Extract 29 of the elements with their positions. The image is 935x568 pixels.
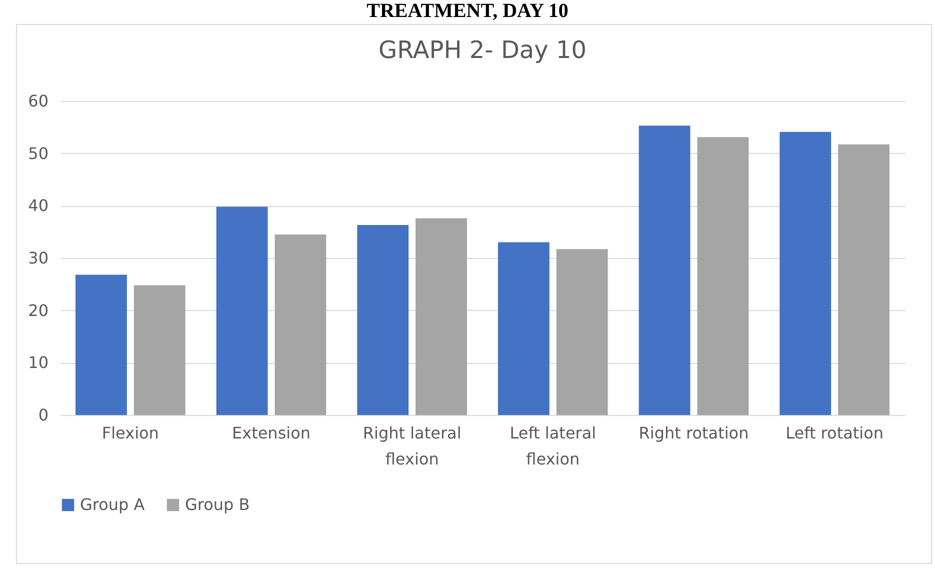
bar — [780, 132, 832, 415]
text: TREATMENT, DAY 10 — [366, 0, 570, 22]
bar — [274, 234, 326, 415]
y-tick-label: 60 — [28, 92, 48, 110]
x-tick-label: Right lateral flexion — [362, 424, 462, 468]
chart-title: GRAPH 2- Day 10 — [378, 36, 586, 64]
bar — [498, 242, 550, 415]
bar — [838, 144, 890, 415]
bar — [357, 225, 409, 415]
legend-label: Group B — [185, 495, 250, 514]
bar — [75, 274, 127, 415]
y-tick-label: 0 — [38, 406, 48, 424]
bar — [638, 126, 690, 415]
y-tick-label: 40 — [28, 196, 48, 216]
x-tick-label: Flexion — [102, 424, 159, 442]
legend-label: Group A — [80, 495, 145, 514]
bar — [556, 249, 608, 415]
y-tick-label: 50 — [28, 144, 48, 163]
y-tick-label: 30 — [28, 248, 48, 268]
y-tick-label: 10 — [28, 353, 48, 372]
bar — [134, 285, 186, 415]
x-tick-label: Extension — [232, 424, 311, 442]
x-tick-label: Left lateral flexion — [510, 424, 596, 468]
bar — [216, 206, 268, 415]
x-tick-label: Left rotation — [786, 424, 884, 442]
bar — [697, 137, 749, 415]
y-tick-label: 20 — [28, 300, 48, 320]
bar — [416, 218, 468, 415]
x-tick-label: Right rotation — [638, 424, 749, 442]
